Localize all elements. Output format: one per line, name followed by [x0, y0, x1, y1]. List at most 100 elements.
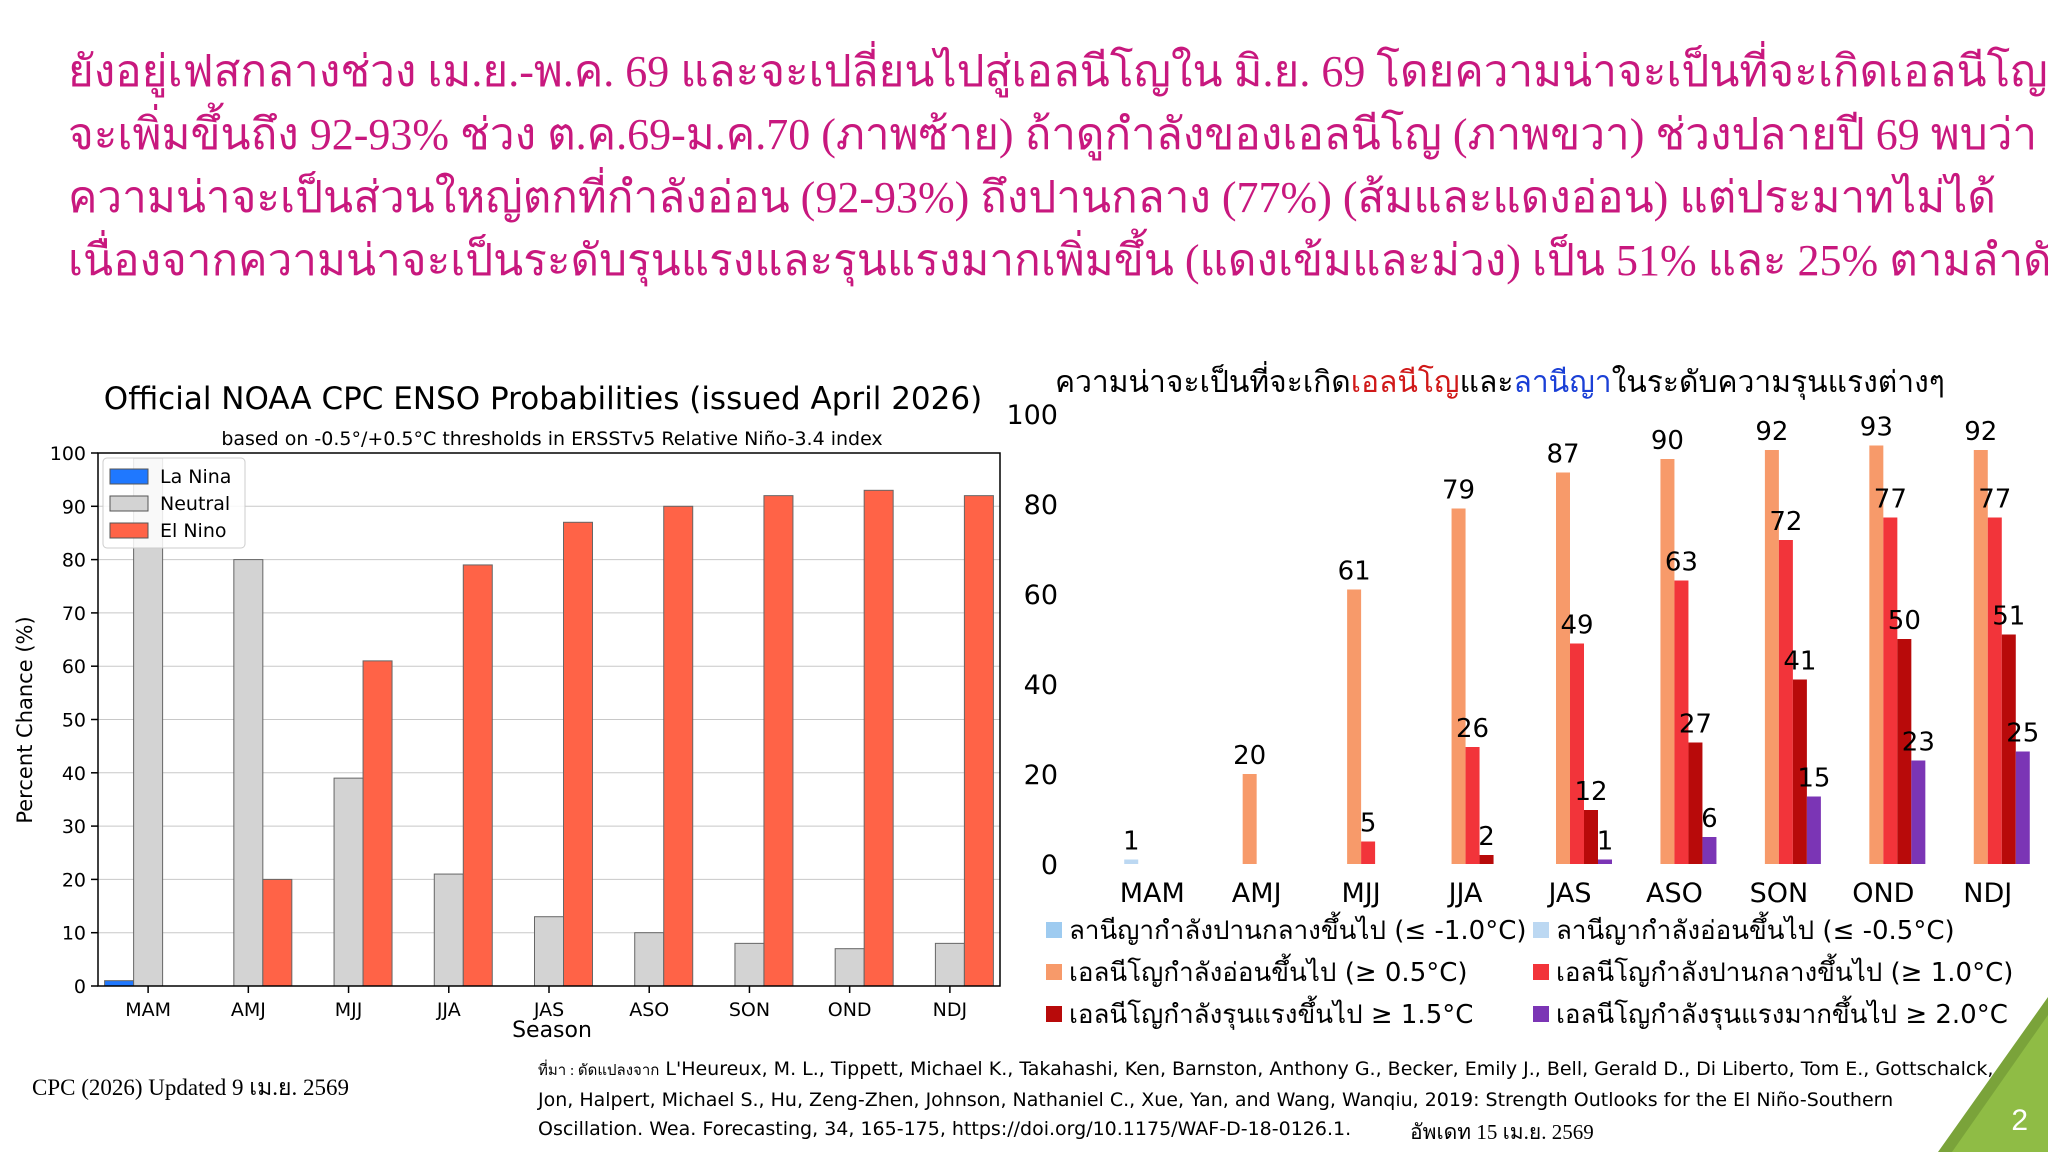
right-bar [1792, 679, 1807, 864]
left-bar [634, 932, 665, 987]
left-legend-label: El Nino [160, 520, 226, 542]
right-bar [1570, 643, 1584, 864]
reference-citation: ที่มา : ดัดแปลงจาก L'Heureux, M. L., Tip… [538, 1055, 1998, 1144]
right-title-part: ความน่าจะเป็นที่จะเกิด [1055, 361, 1351, 400]
right-data-label: 41 [1783, 647, 1816, 677]
left-chart-y-axis-label: Percent Chance (%) [13, 616, 37, 823]
right-y-tick-label: 20 [1024, 760, 1058, 791]
right-data-label: 2 [1478, 822, 1495, 852]
left-chart-y-ticks: 0 10 20 30 40 50 60 70 80 90 100 [50, 443, 98, 998]
right-bar [1911, 760, 1926, 864]
left-bar [734, 942, 765, 987]
left-y-tick-label: 70 [62, 603, 86, 625]
right-x-tick-label: MJJ [1341, 878, 1380, 909]
left-bar [863, 489, 894, 987]
left-bar [834, 948, 865, 987]
enso-strength-probability-chart: ความน่าจะเป็นที่จะเกิดเอลนีโญและลานีญาใน… [1006, 361, 2039, 1030]
left-y-tick-label: 0 [74, 976, 86, 998]
left-y-tick-label: 60 [62, 656, 86, 678]
right-legend-swatch [1046, 922, 1062, 938]
right-data-label: 87 [1546, 440, 1579, 470]
right-bar [1479, 855, 1494, 864]
right-legend-label: เอลนีโญกำลังอ่อนขึ้นไป (≥ 0.5°C) [1069, 953, 1468, 988]
left-x-tick-label: JAS [533, 999, 564, 1021]
right-data-label: 92 [1964, 417, 1997, 447]
right-data-label: 23 [1902, 728, 1935, 758]
left-chart-x-axis-label: Season [512, 1018, 592, 1043]
cpc-enso-probability-chart: Official NOAA CPC ENSO Probabilities (is… [13, 381, 1001, 1043]
right-bar [1242, 774, 1257, 864]
left-x-tick-label: ASO [629, 999, 669, 1021]
right-y-tick-label: 100 [1006, 400, 1058, 431]
right-bar [2001, 634, 2016, 864]
left-x-tick-label: NDJ [933, 999, 967, 1021]
right-bar [1973, 450, 1988, 864]
right-bar [1347, 589, 1362, 864]
right-legend-swatch [1533, 1006, 1549, 1022]
right-bar [1660, 459, 1675, 864]
left-x-tick-label: OND [828, 999, 872, 1021]
left-chart-legend: La Nina Neutral El Nino [102, 457, 246, 549]
left-bar [934, 942, 965, 987]
updated-date: อัพเดท 15 เม.ย. 2569 [1410, 1120, 1594, 1144]
right-chart-legend: ลานีญากำลังปานกลางขึ้นไป (≤ -1.0°C) ลานีญ… [1046, 911, 2013, 1030]
right-data-label: 90 [1651, 426, 1684, 456]
right-data-label: 12 [1574, 777, 1607, 807]
right-bar [1674, 580, 1689, 864]
right-bar [1806, 796, 1821, 864]
right-legend-label: เอลนีโญกำลังรุนแรงขึ้นไป ≥ 1.5°C [1069, 995, 1473, 1030]
right-y-tick-label: 80 [1024, 490, 1058, 521]
left-y-tick-label: 90 [62, 496, 86, 518]
page-number: 2 [2011, 1104, 2028, 1137]
left-chart-x-ticks: MAM AMJ MJJ JJA JAS ASO SON OND NDJ [125, 986, 967, 1021]
left-bar [362, 660, 393, 987]
slide-heading: ยังอยู่เฟสกลางช่วง เม.ย.-พ.ค. 69 และจะเป… [68, 40, 2048, 292]
right-x-tick-label: OND [1852, 878, 1914, 909]
right-data-label: 15 [1797, 764, 1830, 794]
right-x-tick-label: JJA [1447, 878, 1483, 909]
right-title-part: และ [1460, 365, 1514, 400]
right-legend-swatch [1533, 922, 1549, 938]
right-chart-bars [1124, 445, 2030, 864]
right-data-label: 27 [1679, 710, 1712, 740]
right-bar [1702, 837, 1717, 864]
left-chart-subtitle: based on -0.5°/+0.5°C thresholds in ERSS… [221, 428, 882, 450]
right-data-label: 6 [1701, 804, 1718, 834]
right-legend-swatch [1533, 964, 1549, 980]
right-data-label: 1 [1597, 827, 1614, 857]
right-bar [1361, 841, 1376, 864]
page-corner-triangle [1938, 997, 2048, 1152]
left-x-tick-label: AMJ [231, 999, 266, 1021]
right-legend-label: เอลนีโญกำลังรุนแรงมากขึ้นไป ≥ 2.0°C [1556, 995, 2008, 1030]
right-bar [1451, 508, 1466, 864]
right-bar [1688, 742, 1703, 864]
right-data-label: 5 [1360, 809, 1377, 839]
left-bar [563, 521, 593, 987]
right-chart-y-ticks: 0 20 40 60 80 100 [1006, 400, 1058, 881]
heading-line-2: จะเพิ่มขึ้นถึง 92-93% ช่วง ต.ค.69-ม.ค.70… [68, 110, 2038, 159]
right-y-tick-label: 40 [1024, 670, 1058, 701]
right-legend-label: เอลนีโญกำลังปานกลางขึ้นไป (≥ 1.0°C) [1556, 953, 2013, 988]
right-data-label: 26 [1456, 714, 1489, 744]
left-legend-label: Neutral [160, 493, 230, 515]
right-bar [1584, 810, 1598, 864]
right-data-label: 77 [1978, 485, 2011, 515]
left-legend-label: La Nina [160, 466, 231, 488]
left-bar [534, 916, 564, 987]
left-y-tick-label: 100 [50, 443, 86, 465]
right-y-tick-label: 0 [1041, 850, 1058, 881]
right-data-label: 49 [1560, 611, 1593, 641]
right-data-label: 20 [1233, 741, 1266, 771]
right-data-label: 93 [1860, 413, 1893, 443]
right-legend-swatch [1046, 1006, 1062, 1022]
left-bar [333, 777, 364, 987]
right-data-label: 72 [1769, 507, 1802, 537]
left-x-tick-label: JJA [436, 999, 461, 1021]
right-data-label: 92 [1755, 417, 1788, 447]
left-bar [763, 495, 794, 987]
reference-prefix: ที่มา : ดัดแปลงจาก [538, 1063, 660, 1079]
right-bar [2015, 751, 2030, 864]
left-y-tick-label: 50 [62, 710, 86, 732]
left-bar [963, 495, 994, 987]
right-bar [1556, 472, 1570, 864]
